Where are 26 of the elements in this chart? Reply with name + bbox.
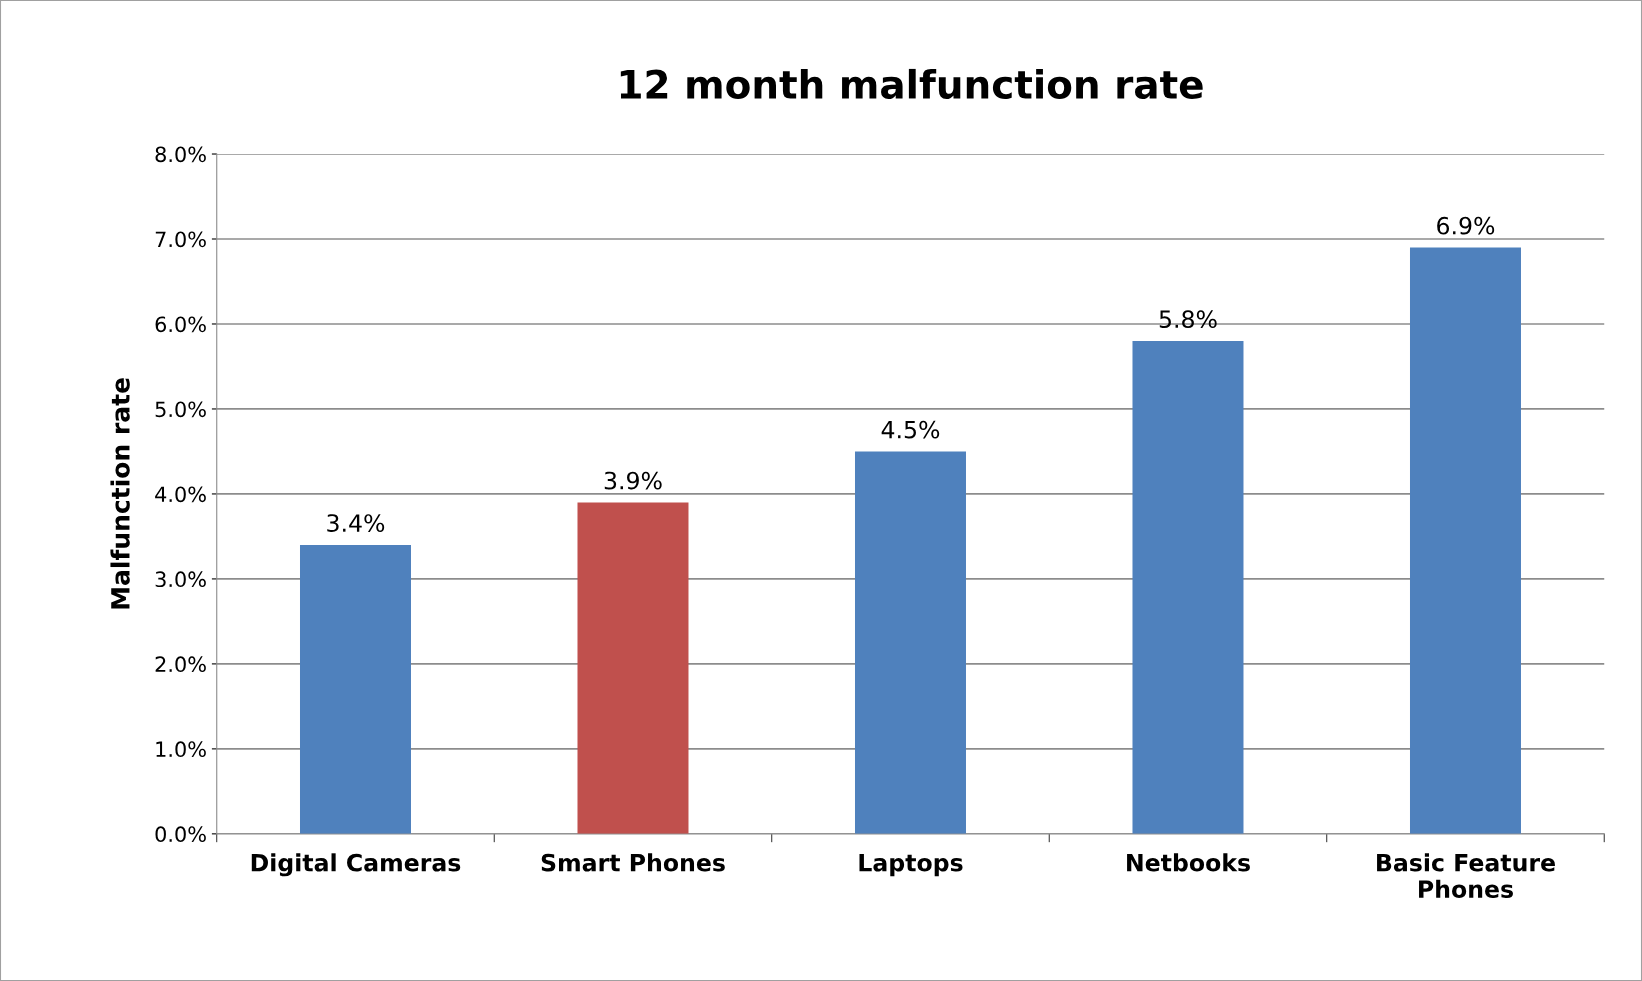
bar — [1132, 340, 1244, 834]
y-tick-label: 0.0% — [155, 826, 206, 843]
bar — [299, 544, 411, 834]
data-label: 5.8% — [1159, 310, 1217, 329]
y-tick-label: 4.0% — [155, 486, 206, 503]
x-tick-label: Basic Feature Phones — [1377, 853, 1555, 899]
x-tick-label: Smart Phones — [541, 853, 725, 872]
y-tick-label: 2.0% — [155, 656, 206, 673]
data-label: 4.5% — [881, 420, 940, 439]
x-tick-label: Laptops — [859, 854, 963, 877]
data-label: 3.9% — [604, 471, 662, 490]
y-tick-label: 8.0% — [155, 146, 206, 163]
bar — [1409, 247, 1521, 834]
bar — [854, 451, 966, 834]
y-tick-label: 6.0% — [155, 316, 206, 333]
y-tick-label: 3.0% — [155, 571, 206, 588]
y-tick-label: 5.0% — [155, 401, 206, 418]
y-tick-label: 1.0% — [156, 741, 206, 758]
data-label: 6.9% — [1437, 216, 1495, 235]
x-tick-label: Netbooks — [1127, 853, 1250, 872]
bar — [577, 502, 689, 834]
y-tick-label: 7.0% — [155, 231, 206, 248]
chart-title: 12 month malfunction rate — [620, 68, 1203, 100]
data-label: 3.4% — [327, 514, 385, 533]
y-axis-title: Malfunction rate — [110, 378, 130, 609]
x-tick-label: Digital Cameras — [251, 853, 461, 877]
